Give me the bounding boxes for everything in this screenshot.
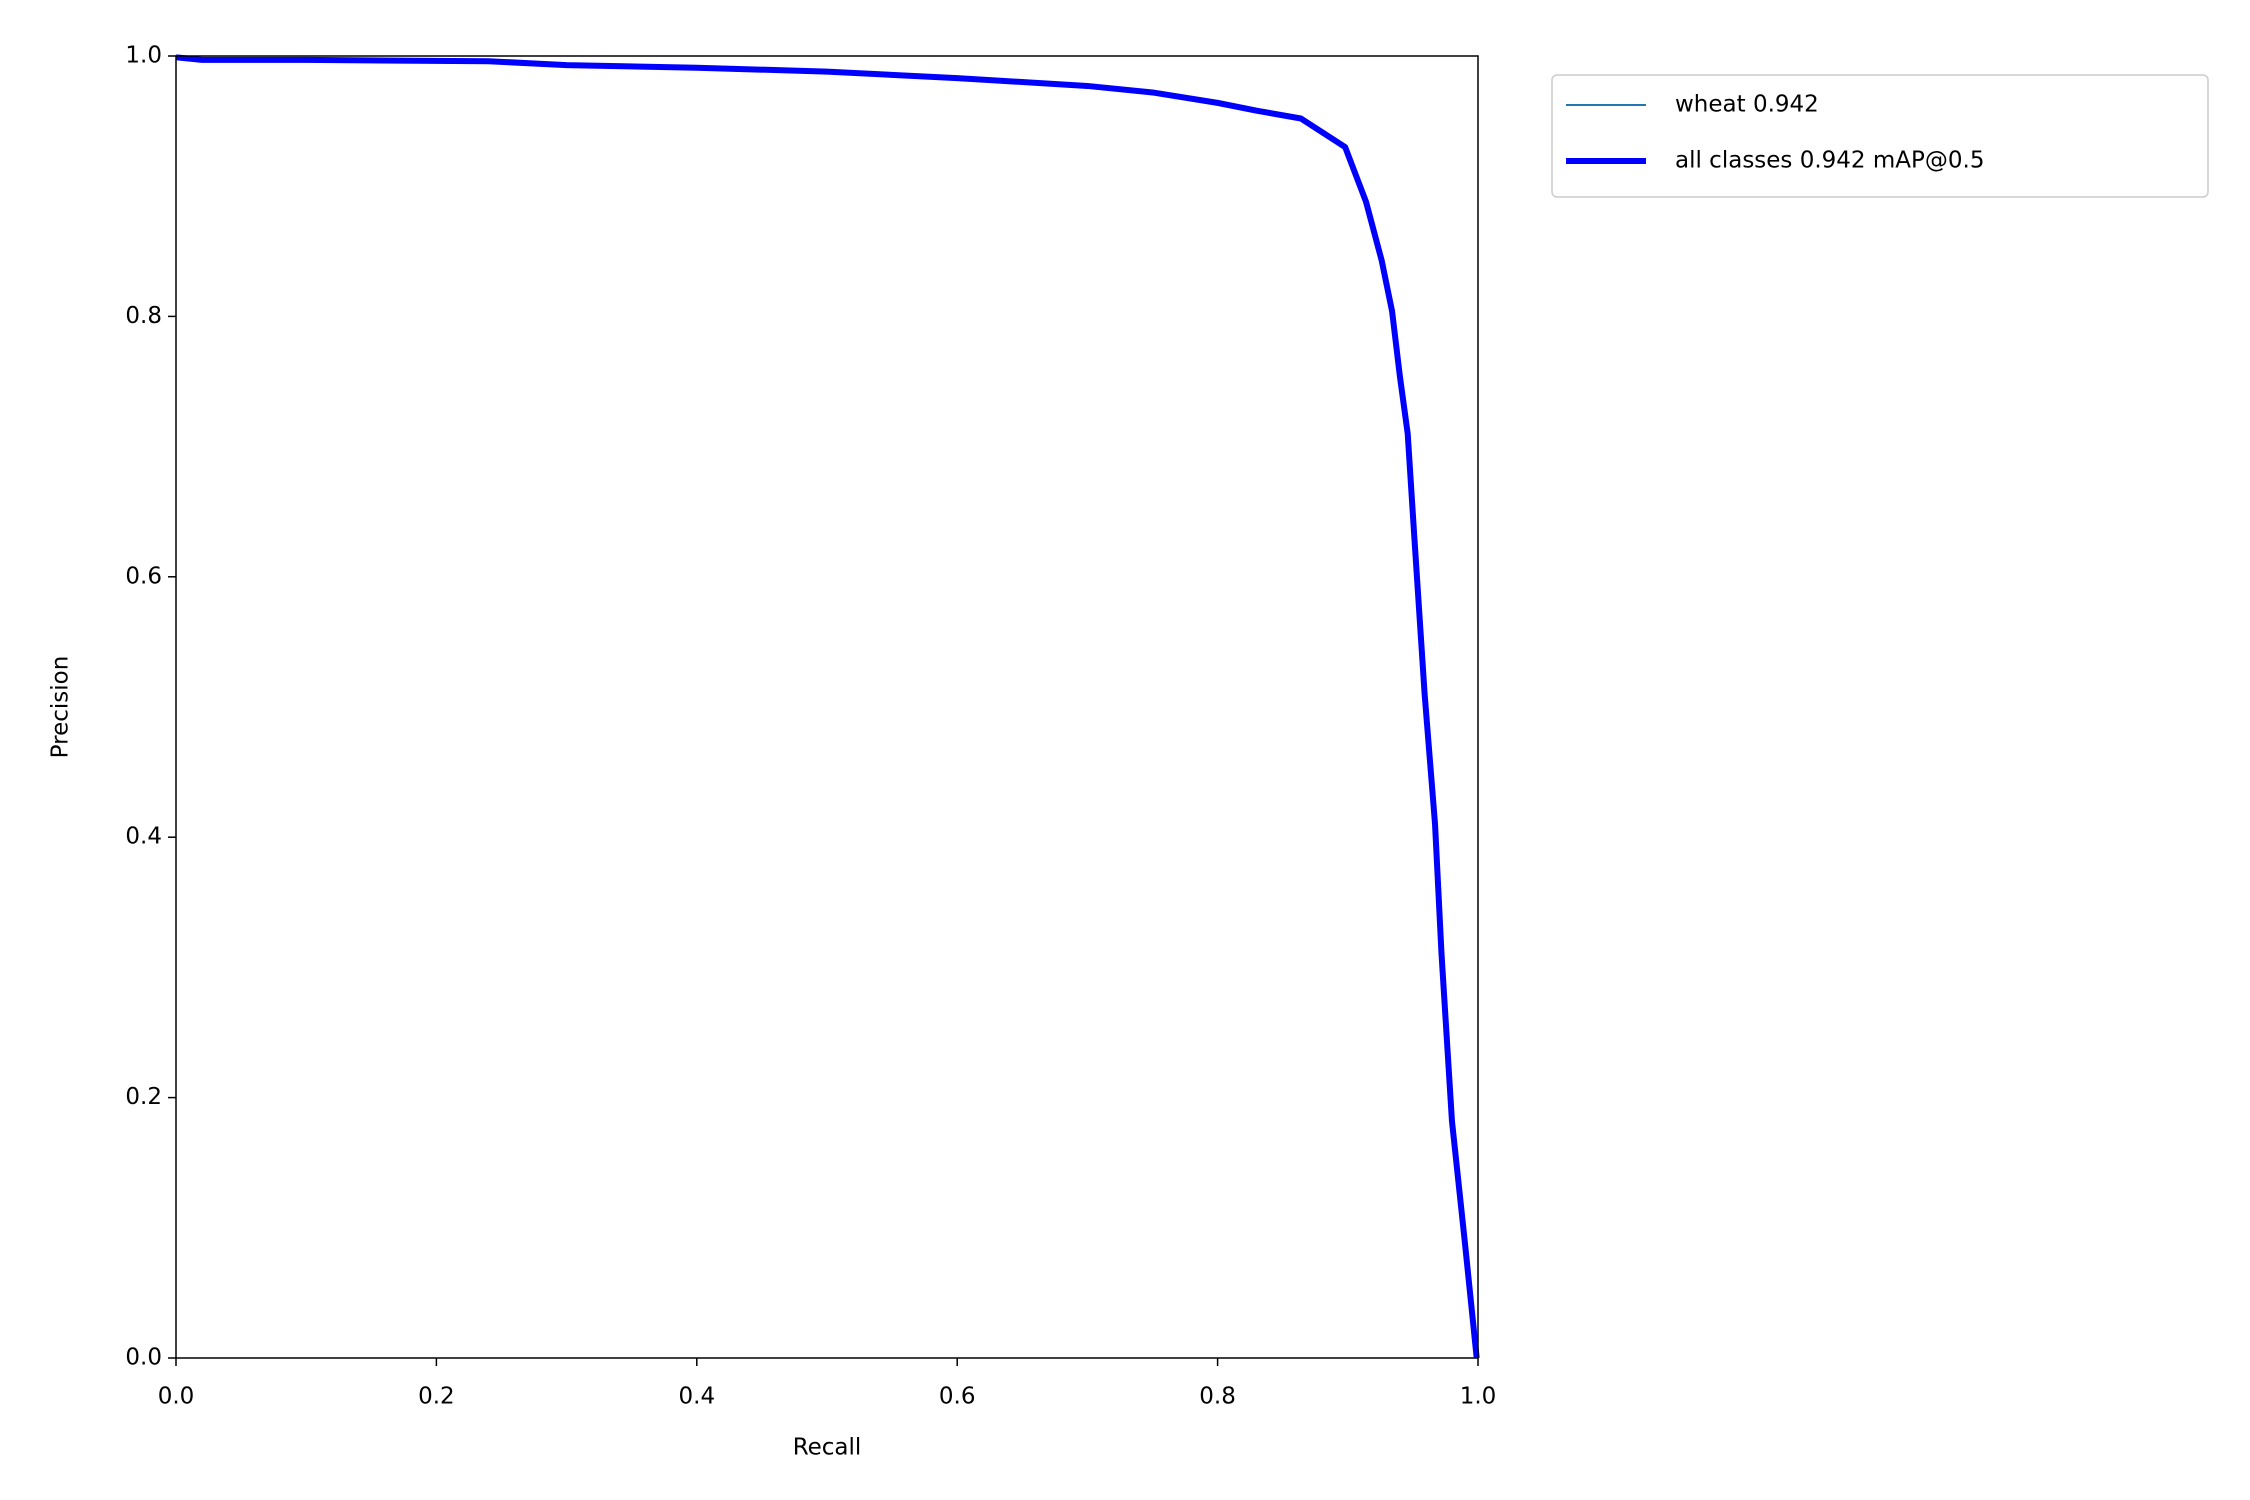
x-tick-label: 0.4 bbox=[679, 1384, 716, 1410]
y-axis-label: Precision bbox=[48, 656, 74, 759]
x-tick-label: 0.0 bbox=[158, 1384, 195, 1410]
y-tick-label: 0.6 bbox=[125, 563, 162, 589]
y-tick-label: 0.4 bbox=[125, 824, 162, 850]
pr-curve bbox=[175, 54, 1480, 1359]
x-axis-label: Recall bbox=[793, 1435, 862, 1461]
x-tick-label: 1.0 bbox=[1460, 1384, 1497, 1410]
plot-frame bbox=[175, 55, 1479, 1359]
x-tick-label: 0.8 bbox=[1199, 1384, 1236, 1410]
x-tick-label: 0.2 bbox=[418, 1384, 455, 1410]
x-tick-label: 0.6 bbox=[939, 1384, 976, 1410]
legend-box bbox=[1551, 74, 2209, 198]
y-tick-label: 1.0 bbox=[125, 43, 162, 69]
legend-label: wheat 0.942 bbox=[1675, 92, 1819, 118]
legend-label: all classes 0.942 mAP@0.5 bbox=[1675, 148, 1984, 174]
pr-curve bbox=[175, 56, 1478, 1359]
y-tick-label: 0.8 bbox=[125, 303, 162, 329]
y-tick-label: 0.0 bbox=[125, 1345, 162, 1371]
y-tick-label: 0.2 bbox=[125, 1084, 162, 1110]
